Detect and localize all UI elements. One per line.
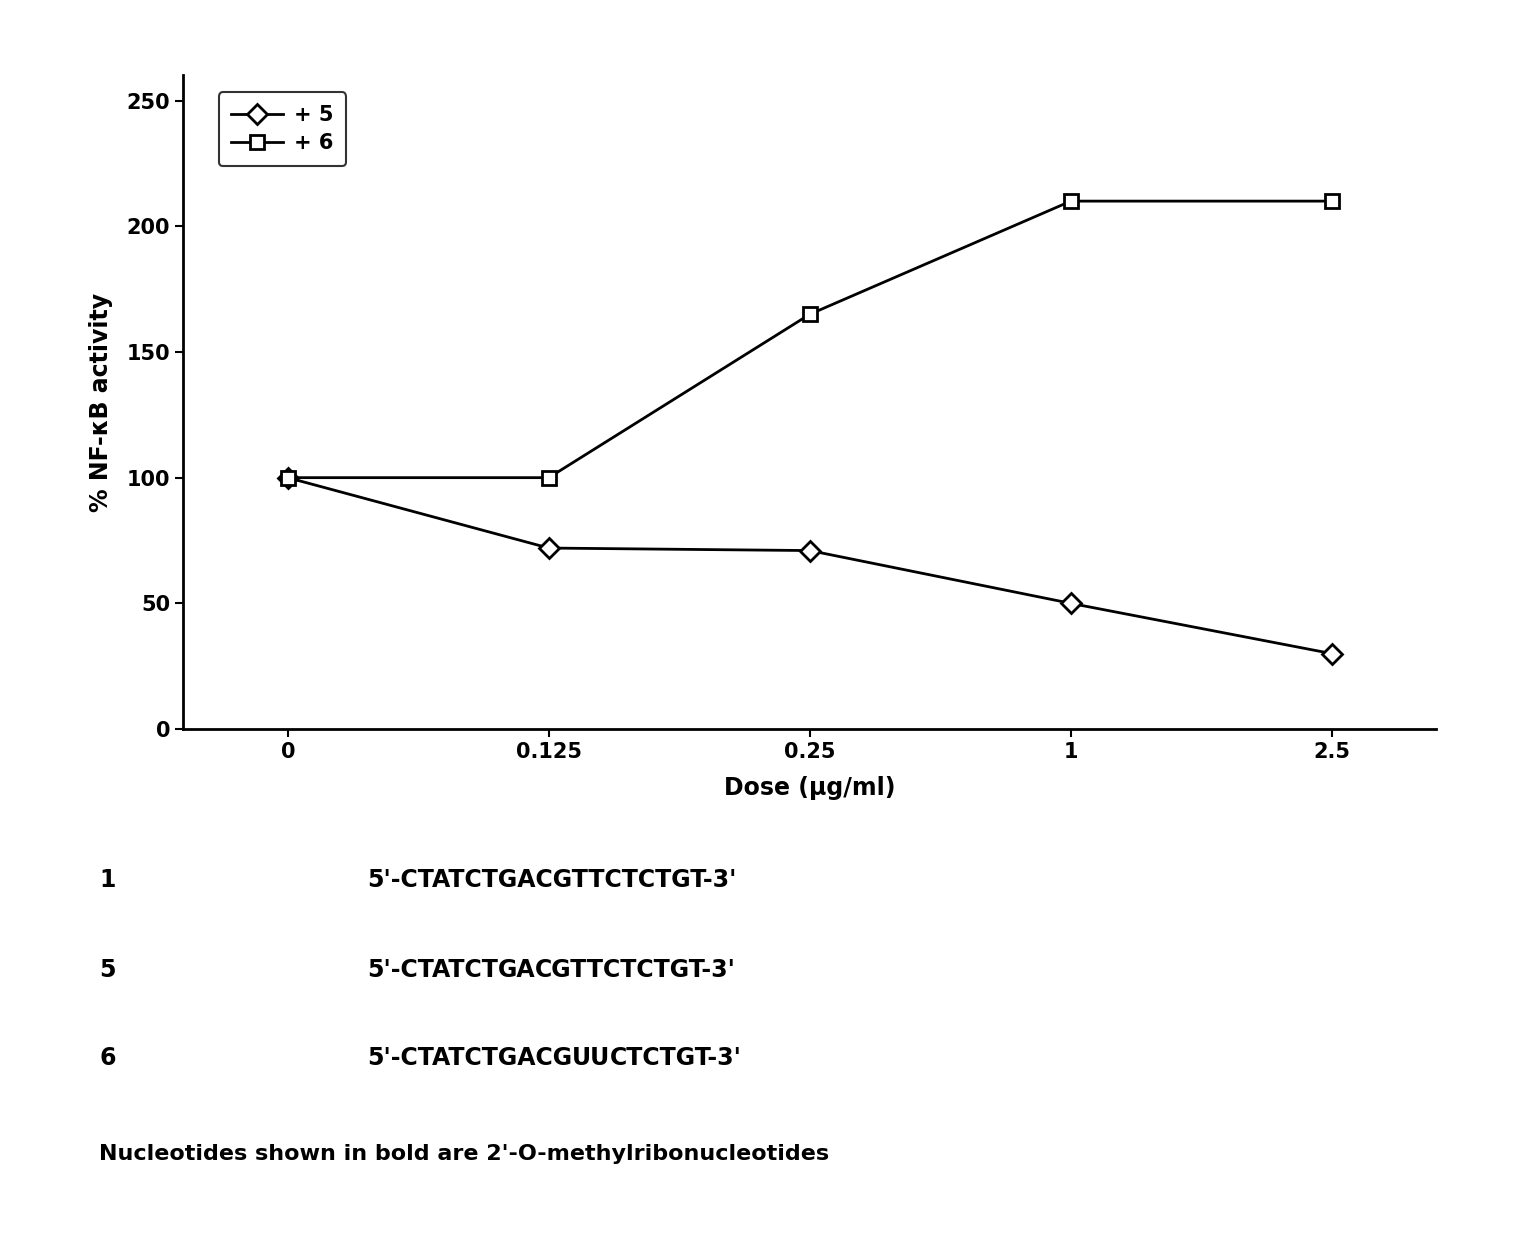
Text: 5'-CTATCTGACGTTCTCTGT-3': 5'-CTATCTGACGTTCTCTGT-3' [367,867,736,892]
Text: UU: UU [571,1046,610,1071]
Text: CGTTCTCTGT-3': CGTTCTCTGT-3' [535,958,736,983]
Text: GA: GA [498,958,535,983]
Y-axis label: % NF-κB activity: % NF-κB activity [89,293,113,512]
Line: + 5: + 5 [281,470,1339,661]
+ 5 [1323,646,1342,661]
Text: 5'-CTATCT: 5'-CTATCT [367,958,498,983]
Text: 6: 6 [99,1046,116,1071]
Text: 5'-CTATCTGACG: 5'-CTATCTGACG [367,1046,571,1071]
+ 6 [539,470,558,485]
Legend: + 5, + 6: + 5, + 6 [219,92,345,166]
Text: Nucleotides shown in bold are 2'-O-methylribonucleotides: Nucleotides shown in bold are 2'-O-methy… [99,1144,830,1164]
Text: 1: 1 [99,867,116,892]
+ 6 [278,470,296,485]
+ 6 [1323,194,1342,209]
+ 5 [801,543,819,558]
Text: CTCTGT-3': CTCTGT-3' [610,1046,743,1071]
+ 5 [278,470,296,485]
+ 5 [539,541,558,556]
Text: 5: 5 [99,958,116,983]
+ 6 [1062,194,1080,209]
+ 6 [801,307,819,322]
+ 5 [1062,596,1080,611]
X-axis label: Dose (μg/ml): Dose (μg/ml) [724,776,895,801]
Line: + 6: + 6 [281,194,1339,485]
